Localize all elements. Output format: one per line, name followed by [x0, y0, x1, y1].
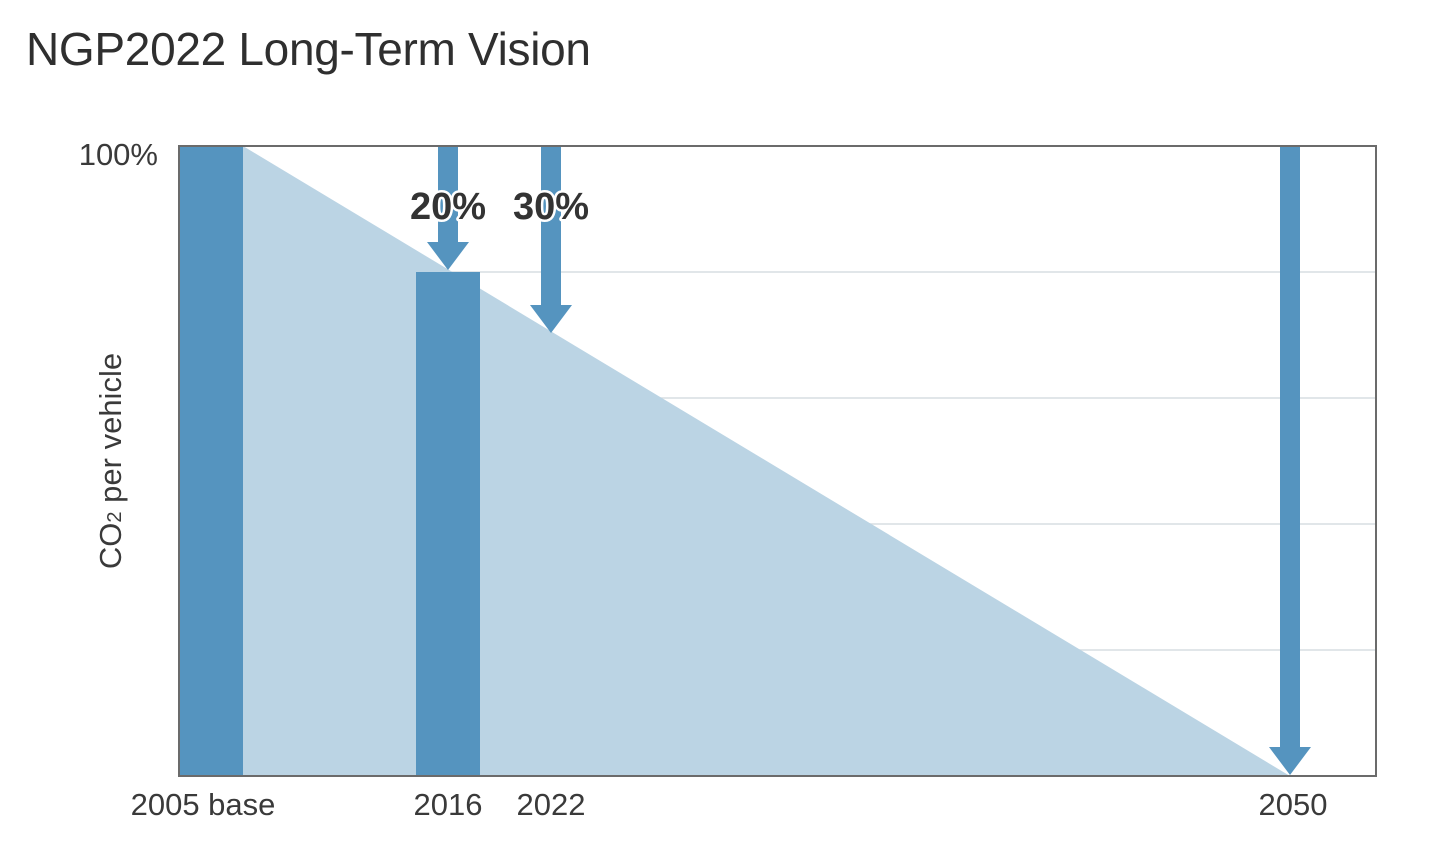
labels: 100% CO2 per vehicle 20% 30% 2005 base 2016…: [79, 137, 1328, 822]
bar-2016: [416, 272, 480, 776]
arrow-2022: [530, 146, 572, 333]
x-tick-label-2016: 2016: [414, 787, 483, 822]
arrow-2016: [427, 146, 469, 270]
y-axis-title: CO2 per vehicle: [93, 353, 128, 569]
y-axis-title-suffix: per vehicle: [93, 353, 128, 512]
x-tick-label-2050: 2050: [1259, 787, 1328, 822]
bar-2005-base: [179, 146, 243, 776]
reduction-label-2022: 30%: [513, 186, 589, 228]
bars: [179, 146, 480, 776]
reduction-arrows: [427, 146, 1311, 775]
y-axis-title-prefix: CO: [93, 523, 128, 570]
x-tick-label-2022: 2022: [517, 787, 586, 822]
reduction-label-2016: 20%: [410, 186, 486, 228]
chart-title: NGP2022 Long-Term Vision: [26, 23, 591, 75]
plot-frame: [178, 145, 1377, 777]
y-axis-title-subscript: 2: [104, 511, 126, 522]
x-tick-label-2005-base: 2005 base: [131, 787, 276, 822]
trend-area-shape: [179, 146, 1290, 776]
y-tick-label: 100%: [79, 137, 158, 172]
arrow-2050: [1269, 146, 1311, 775]
trend-area: [179, 146, 1290, 776]
